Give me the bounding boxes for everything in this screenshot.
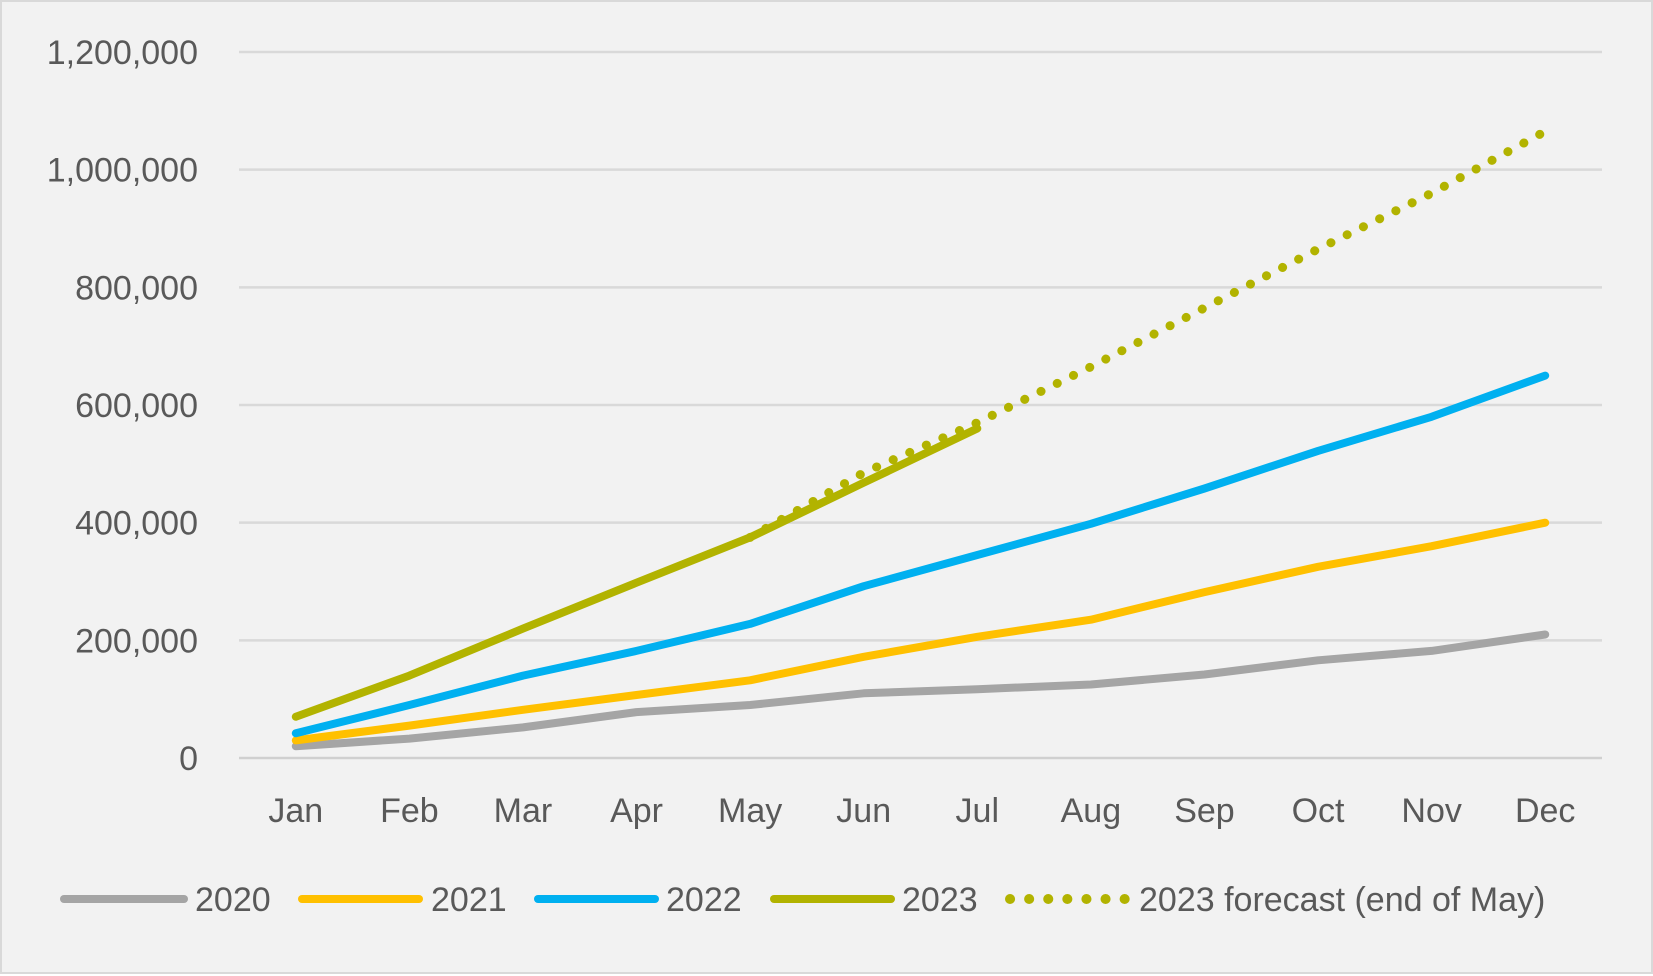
x-tick-label-aug: Aug [1061,792,1122,830]
legend: 2020 2021 2022 2023 2023 forecast (end of Ma… [60,881,1545,919]
x-axis-ticks: Jan Feb Mar Apr May Jun Jul Aug Sep Oct Nov Dec [268,792,1575,830]
y-tick-label: 0 [179,740,198,778]
legend-item-2023: 2023 [770,881,978,919]
legend-label: 2020 [195,881,271,919]
y-tick-label: 1,200,000 [47,34,198,72]
x-tick-label-oct: Oct [1292,792,1345,830]
x-tick-label-apr: Apr [610,792,663,830]
y-tick-label: 400,000 [75,505,198,543]
x-tick-label-jul: Jul [956,792,999,830]
legend-label: 2023 forecast (end of May) [1139,881,1545,919]
legend-item-2022: 2022 [534,881,742,919]
legend-label: 2022 [666,881,742,919]
legend-label: 2021 [431,881,507,919]
series-line-2021 [291,518,1550,745]
y-tick-label: 200,000 [75,622,198,660]
legend-item-2023-forecast-end-of-may: 2023 forecast (end of May) [1005,881,1545,919]
series-line-2023-forecast-end-of-may [745,126,1550,542]
x-tick-label-nov: Nov [1401,792,1461,830]
x-tick-label-feb: Feb [380,792,439,830]
legend-item-2021: 2021 [298,881,507,919]
x-tick-label-mar: Mar [494,792,553,830]
legend-item-2020: 2020 [60,881,271,919]
y-tick-label: 600,000 [75,387,198,425]
x-tick-label-jun: Jun [836,792,891,830]
gridlines [239,50,1602,760]
y-axis-ticks: 0 200,000 400,000 600,000 800,000 1,000,000 1,… [47,34,198,778]
series-line-2020 [291,630,1550,751]
y-tick-label: 1,000,000 [47,152,198,190]
x-tick-label-jan: Jan [268,792,323,830]
series-line-2023 [291,424,982,721]
series-line-2022 [291,371,1550,738]
x-tick-label-sep: Sep [1174,792,1235,830]
y-tick-label: 800,000 [75,269,198,307]
legend-label: 2023 [902,881,978,919]
series-lines [291,126,1550,751]
x-tick-label-may: May [718,792,782,830]
x-tick-label-dec: Dec [1515,792,1575,830]
